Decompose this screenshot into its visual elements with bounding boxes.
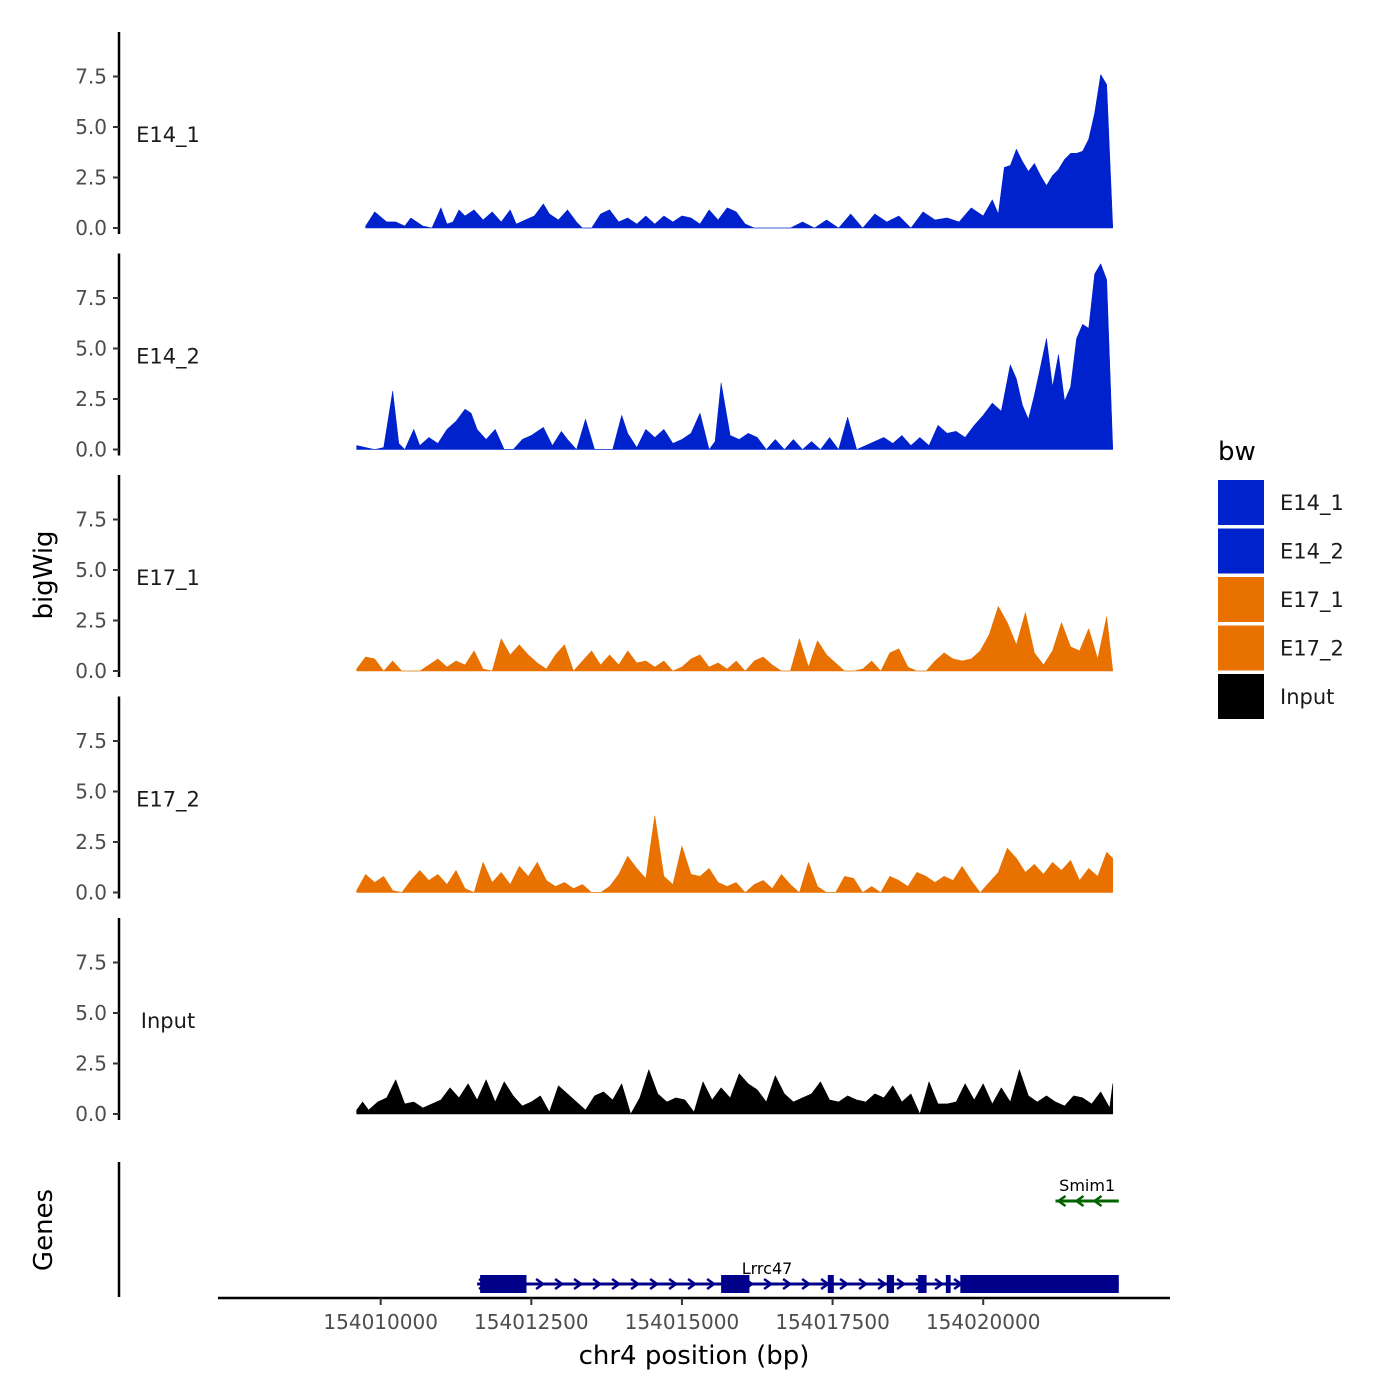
track-e14-1: 0.0 2.5 5.0 7.5 E14_1 [75,32,1114,240]
strand-chevron [1092,1194,1103,1208]
gene-label: Lrrc47 [742,1259,793,1278]
y-tick-label: 7.5 [75,729,107,753]
legend-item: Input [1218,674,1334,719]
exon [886,1275,895,1293]
strand-chevron [858,1277,869,1291]
x-tick-label: 154017500 [775,1310,890,1334]
gene-label: Smim1 [1059,1176,1115,1195]
strand-chevron [877,1277,888,1291]
signal-area [356,815,1114,893]
strand-chevron [706,1277,717,1291]
legend-item: E17_2 [1218,625,1344,671]
signal-area [356,1069,1114,1115]
y-tick-label: 2.5 [75,1052,107,1076]
strand-chevron [763,1277,774,1291]
y-tick-label: 7.5 [75,951,107,975]
y-tick-label: 7.5 [75,286,107,310]
signal-area [356,606,1114,672]
y-tick-label: 2.5 [75,609,107,633]
x-axis: 154010000 154012500 154015000 154017500 1540… [218,1296,1170,1334]
legend-label: E14_1 [1280,491,1344,516]
legend-item: E17_1 [1218,577,1344,622]
track-e17-2: 0.0 2.5 5.0 7.5 E17_2 [75,696,1114,905]
y-tick-label: 2.5 [75,830,107,854]
track-label: E14_2 [136,345,200,370]
y-axis-title: bigWig [29,530,59,619]
y-tick-label: 7.5 [75,508,107,532]
track-label: E14_1 [136,123,200,148]
y-tick-label: 5.0 [75,1001,107,1025]
y-tick-label: 0.0 [75,881,107,905]
exon [480,1275,527,1293]
strand-chevron [649,1277,660,1291]
track-e14-2: 0.0 2.5 5.0 7.5 E14_2 [75,253,1114,462]
strand-chevron [535,1277,546,1291]
strand-chevron [573,1277,584,1291]
strand-chevron [934,1277,945,1291]
y-tick-label: 0.0 [75,216,107,240]
x-tick-label: 154015000 [625,1310,740,1334]
exon [918,1275,927,1293]
x-tick-label: 154012500 [474,1310,589,1334]
y-tick-label: 7.5 [75,65,107,89]
exon [721,1275,750,1293]
legend-title: bw [1218,437,1256,467]
signal-area [356,263,1114,450]
x-axis-title: chr4 position (bp) [579,1341,810,1371]
y-tick-label: 5.0 [75,558,107,582]
legend-label: E17_2 [1280,637,1344,662]
genes-axis-title: Genes [29,1189,59,1271]
strand-chevron [1056,1194,1067,1208]
exon [827,1275,834,1293]
x-tick-label: 154020000 [926,1310,1041,1334]
track-e17-1: 0.0 2.5 5.0 7.5 E17_1 [75,475,1114,683]
strand-chevron [611,1277,622,1291]
legend-swatch [1218,577,1264,622]
strand-chevron [668,1277,679,1291]
legend-item: E14_2 [1218,528,1344,574]
bigwig-tracks: 0.0 2.5 5.0 7.5 E14_1 0.0 2.5 5.0 7.5 E14_2 0.0 2.5… [75,32,1114,1126]
legend: bw E14_1 E14_2 E17_1 E17_2 Input [1218,437,1344,719]
y-tick-label: 0.0 [75,1102,107,1126]
track-label: E17_1 [136,566,200,591]
legend-swatch [1218,674,1264,719]
track-label: Input [141,1009,195,1033]
track-input: 0.0 2.5 5.0 7.5 Input [75,918,1114,1126]
track-label: E17_2 [136,788,200,813]
legend-label: Input [1280,685,1334,709]
legend-item: E14_1 [1218,480,1344,525]
gene-smim1: Smim1 [1055,1176,1119,1208]
legend-swatch [1218,528,1264,574]
signal-area [365,74,1114,229]
strand-chevron [687,1277,698,1291]
y-tick-label: 5.0 [75,337,107,361]
y-tick-label: 2.5 [75,387,107,411]
gene-track: Lrrc47 Smim1 [117,1162,1119,1297]
strand-chevron [782,1277,793,1291]
strand-chevron [801,1277,812,1291]
strand-chevron [630,1277,641,1291]
strand-chevron [839,1277,850,1291]
legend-label: E17_1 [1280,588,1344,613]
y-tick-label: 5.0 [75,115,107,139]
gene-lrrc47: Lrrc47 [477,1259,1119,1293]
legend-label: E14_2 [1280,540,1344,565]
y-tick-label: 2.5 [75,166,107,190]
strand-chevron [896,1277,907,1291]
y-tick-label: 0.0 [75,438,107,462]
exon [945,1275,951,1293]
strand-chevron [554,1277,565,1291]
legend-swatch [1218,480,1264,525]
x-tick-label: 154010000 [323,1310,438,1334]
strand-chevron [592,1277,603,1291]
strand-chevron [1074,1194,1085,1208]
legend-swatch [1218,625,1264,671]
exon [960,1275,1119,1293]
y-tick-label: 0.0 [75,659,107,683]
y-tick-label: 5.0 [75,780,107,804]
